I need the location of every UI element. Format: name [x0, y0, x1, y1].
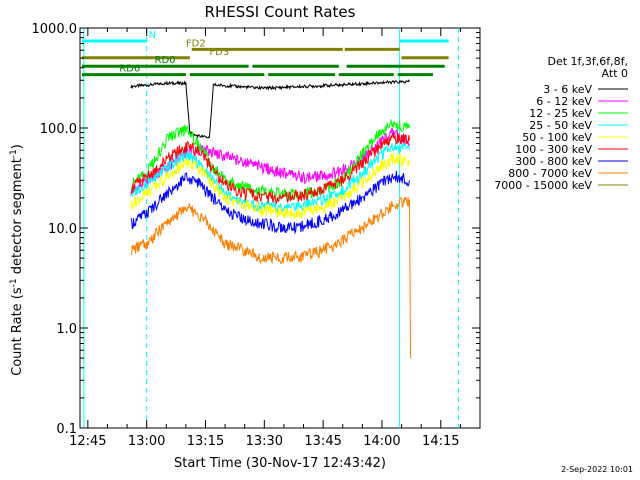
y-tick-label-1: 1.0 — [56, 322, 77, 337]
legend-label-6: 300 - 800 keV — [515, 155, 592, 168]
y-axis-superscript-2: -1 — [9, 149, 19, 158]
series-line-0 — [130, 79, 410, 139]
flag-label-rd6: RD6 — [119, 64, 140, 75]
x-tick-label-3: 13:30 — [246, 434, 283, 449]
y-axis-superscript-1: -1 — [9, 278, 19, 287]
legend-label-3: 25 - 50 keV — [529, 119, 592, 132]
x-tick-label-2: 13:15 — [187, 434, 224, 449]
y-axis-title: Count Rate (s-1 detector segment-1) — [9, 144, 25, 376]
series-lines — [130, 79, 412, 359]
legend-label-8: 7000 - 15000 keV — [494, 179, 592, 192]
flag-label-n: N — [149, 30, 156, 41]
chart-title: RHESSI Count Rates — [205, 3, 356, 21]
legend-label-4: 50 - 100 keV — [522, 131, 592, 144]
y-tick-label-2: 10.0 — [48, 222, 77, 237]
y-tick-label-0: 0.1 — [56, 422, 77, 437]
y-ticks: 0.1 1.0 10.0 100.0 1000.0 — [32, 22, 480, 437]
legend-header-line-2: Att 0 — [602, 67, 628, 80]
x-axis-title: Start Time (30-Nov-17 12:43:42) — [174, 456, 386, 471]
legend-label-0: 3 - 6 keV — [543, 83, 592, 96]
flag-label-fd3: FD3 — [209, 47, 229, 58]
flag-label-fd2: FD2 — [186, 38, 206, 49]
x-tick-label-1: 13:00 — [128, 434, 165, 449]
x-tick-label-0: 12:45 — [69, 434, 106, 449]
legend-label-2: 12 - 25 keV — [529, 107, 592, 120]
series-line-5 — [130, 132, 410, 206]
x-tick-label-5: 14:00 — [363, 434, 400, 449]
x-ticks: 12:45 13:00 13:15 13:30 13:45 14:00 14:15 — [69, 28, 481, 449]
legend-label-5: 100 - 300 keV — [515, 143, 592, 156]
series-line-4 — [130, 152, 410, 220]
flag-label-rd0: RD0 — [155, 55, 176, 66]
legend-header-line-1: Det 1f,3f,6f,8f, — [547, 55, 628, 68]
date-stamp: 2-Sep-2022 10:01 — [561, 465, 633, 474]
legend-label-7: 800 - 7000 keV — [508, 167, 592, 180]
y-tick-label-4: 1000.0 — [32, 22, 78, 37]
legend-label-1: 6 - 12 keV — [536, 95, 592, 108]
y-tick-label-3: 100.0 — [40, 122, 77, 137]
x-tick-label-4: 13:45 — [304, 434, 341, 449]
x-tick-label-6: 14:15 — [422, 434, 459, 449]
series-line-6 — [130, 170, 410, 235]
series-line-7 — [130, 196, 412, 359]
